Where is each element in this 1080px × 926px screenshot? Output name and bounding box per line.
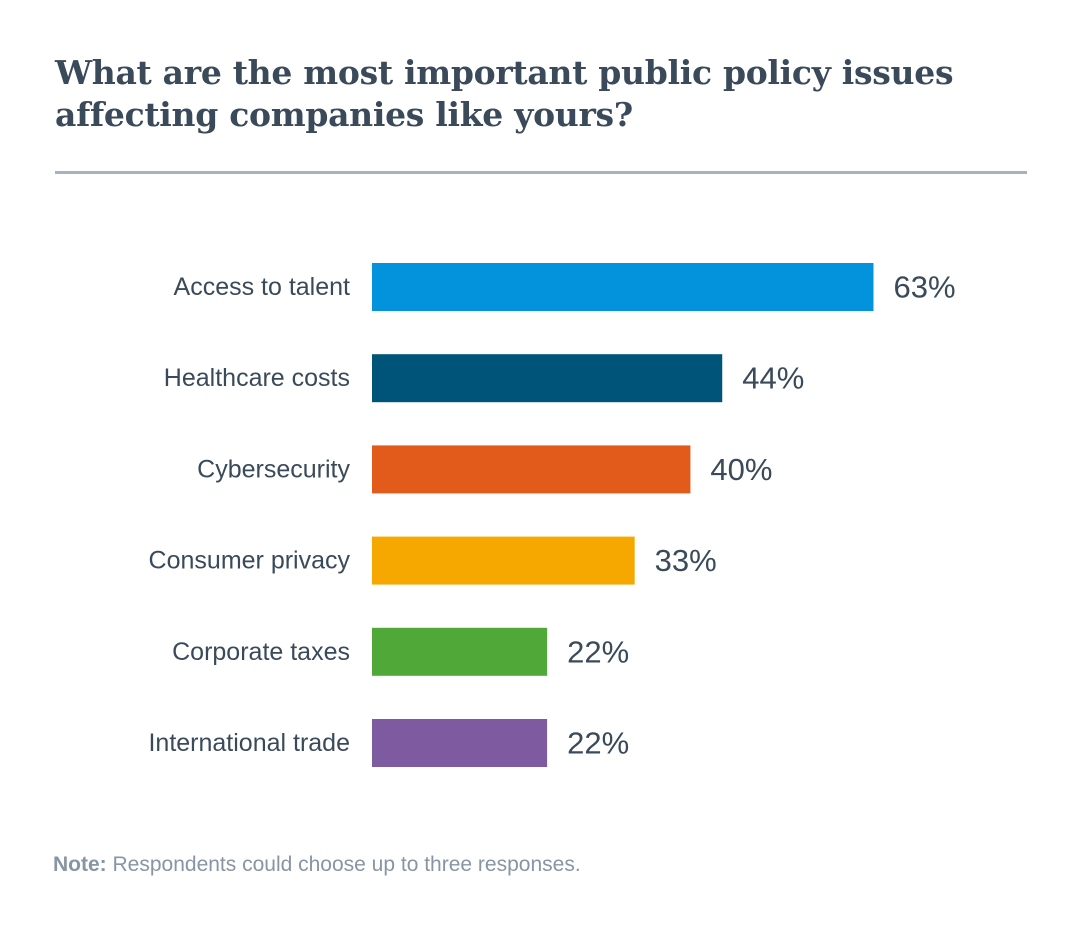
chart-title-line-2: affecting companies like yours? xyxy=(55,95,633,134)
bar-cybersecurity xyxy=(372,445,691,494)
category-label-healthcare-costs: Healthcare costs xyxy=(164,364,350,392)
category-label-corporate-taxes: Corporate taxes xyxy=(172,638,350,666)
note-text: Respondents could choose up to three res… xyxy=(106,853,581,876)
value-label-corporate-taxes: 22% xyxy=(567,634,629,669)
chart-title-line-1: What are the most important public polic… xyxy=(55,53,954,92)
note-label: Note: xyxy=(53,853,107,876)
category-label-consumer-privacy: Consumer privacy xyxy=(149,547,351,575)
value-label-international-trade: 22% xyxy=(567,726,629,761)
category-label-cybersecurity: Cybersecurity xyxy=(197,455,350,483)
value-label-access-to-talent: 63% xyxy=(893,270,955,305)
bar-access-to-talent xyxy=(372,263,874,311)
category-label-international-trade: International trade xyxy=(148,729,350,757)
chart-note: Note: Respondents could choose up to thr… xyxy=(53,853,581,877)
category-label-access-to-talent: Access to talent xyxy=(174,273,351,301)
bar-consumer-privacy xyxy=(372,536,635,585)
bar-healthcare-costs xyxy=(372,354,723,403)
bar-international-trade xyxy=(372,719,548,767)
value-label-cybersecurity: 40% xyxy=(710,452,772,487)
title-divider xyxy=(55,171,1027,174)
bar-corporate-taxes xyxy=(372,627,548,676)
value-label-healthcare-costs: 44% xyxy=(742,361,804,396)
value-label-consumer-privacy: 33% xyxy=(655,543,717,578)
chart-title: What are the most important public polic… xyxy=(55,52,1015,136)
